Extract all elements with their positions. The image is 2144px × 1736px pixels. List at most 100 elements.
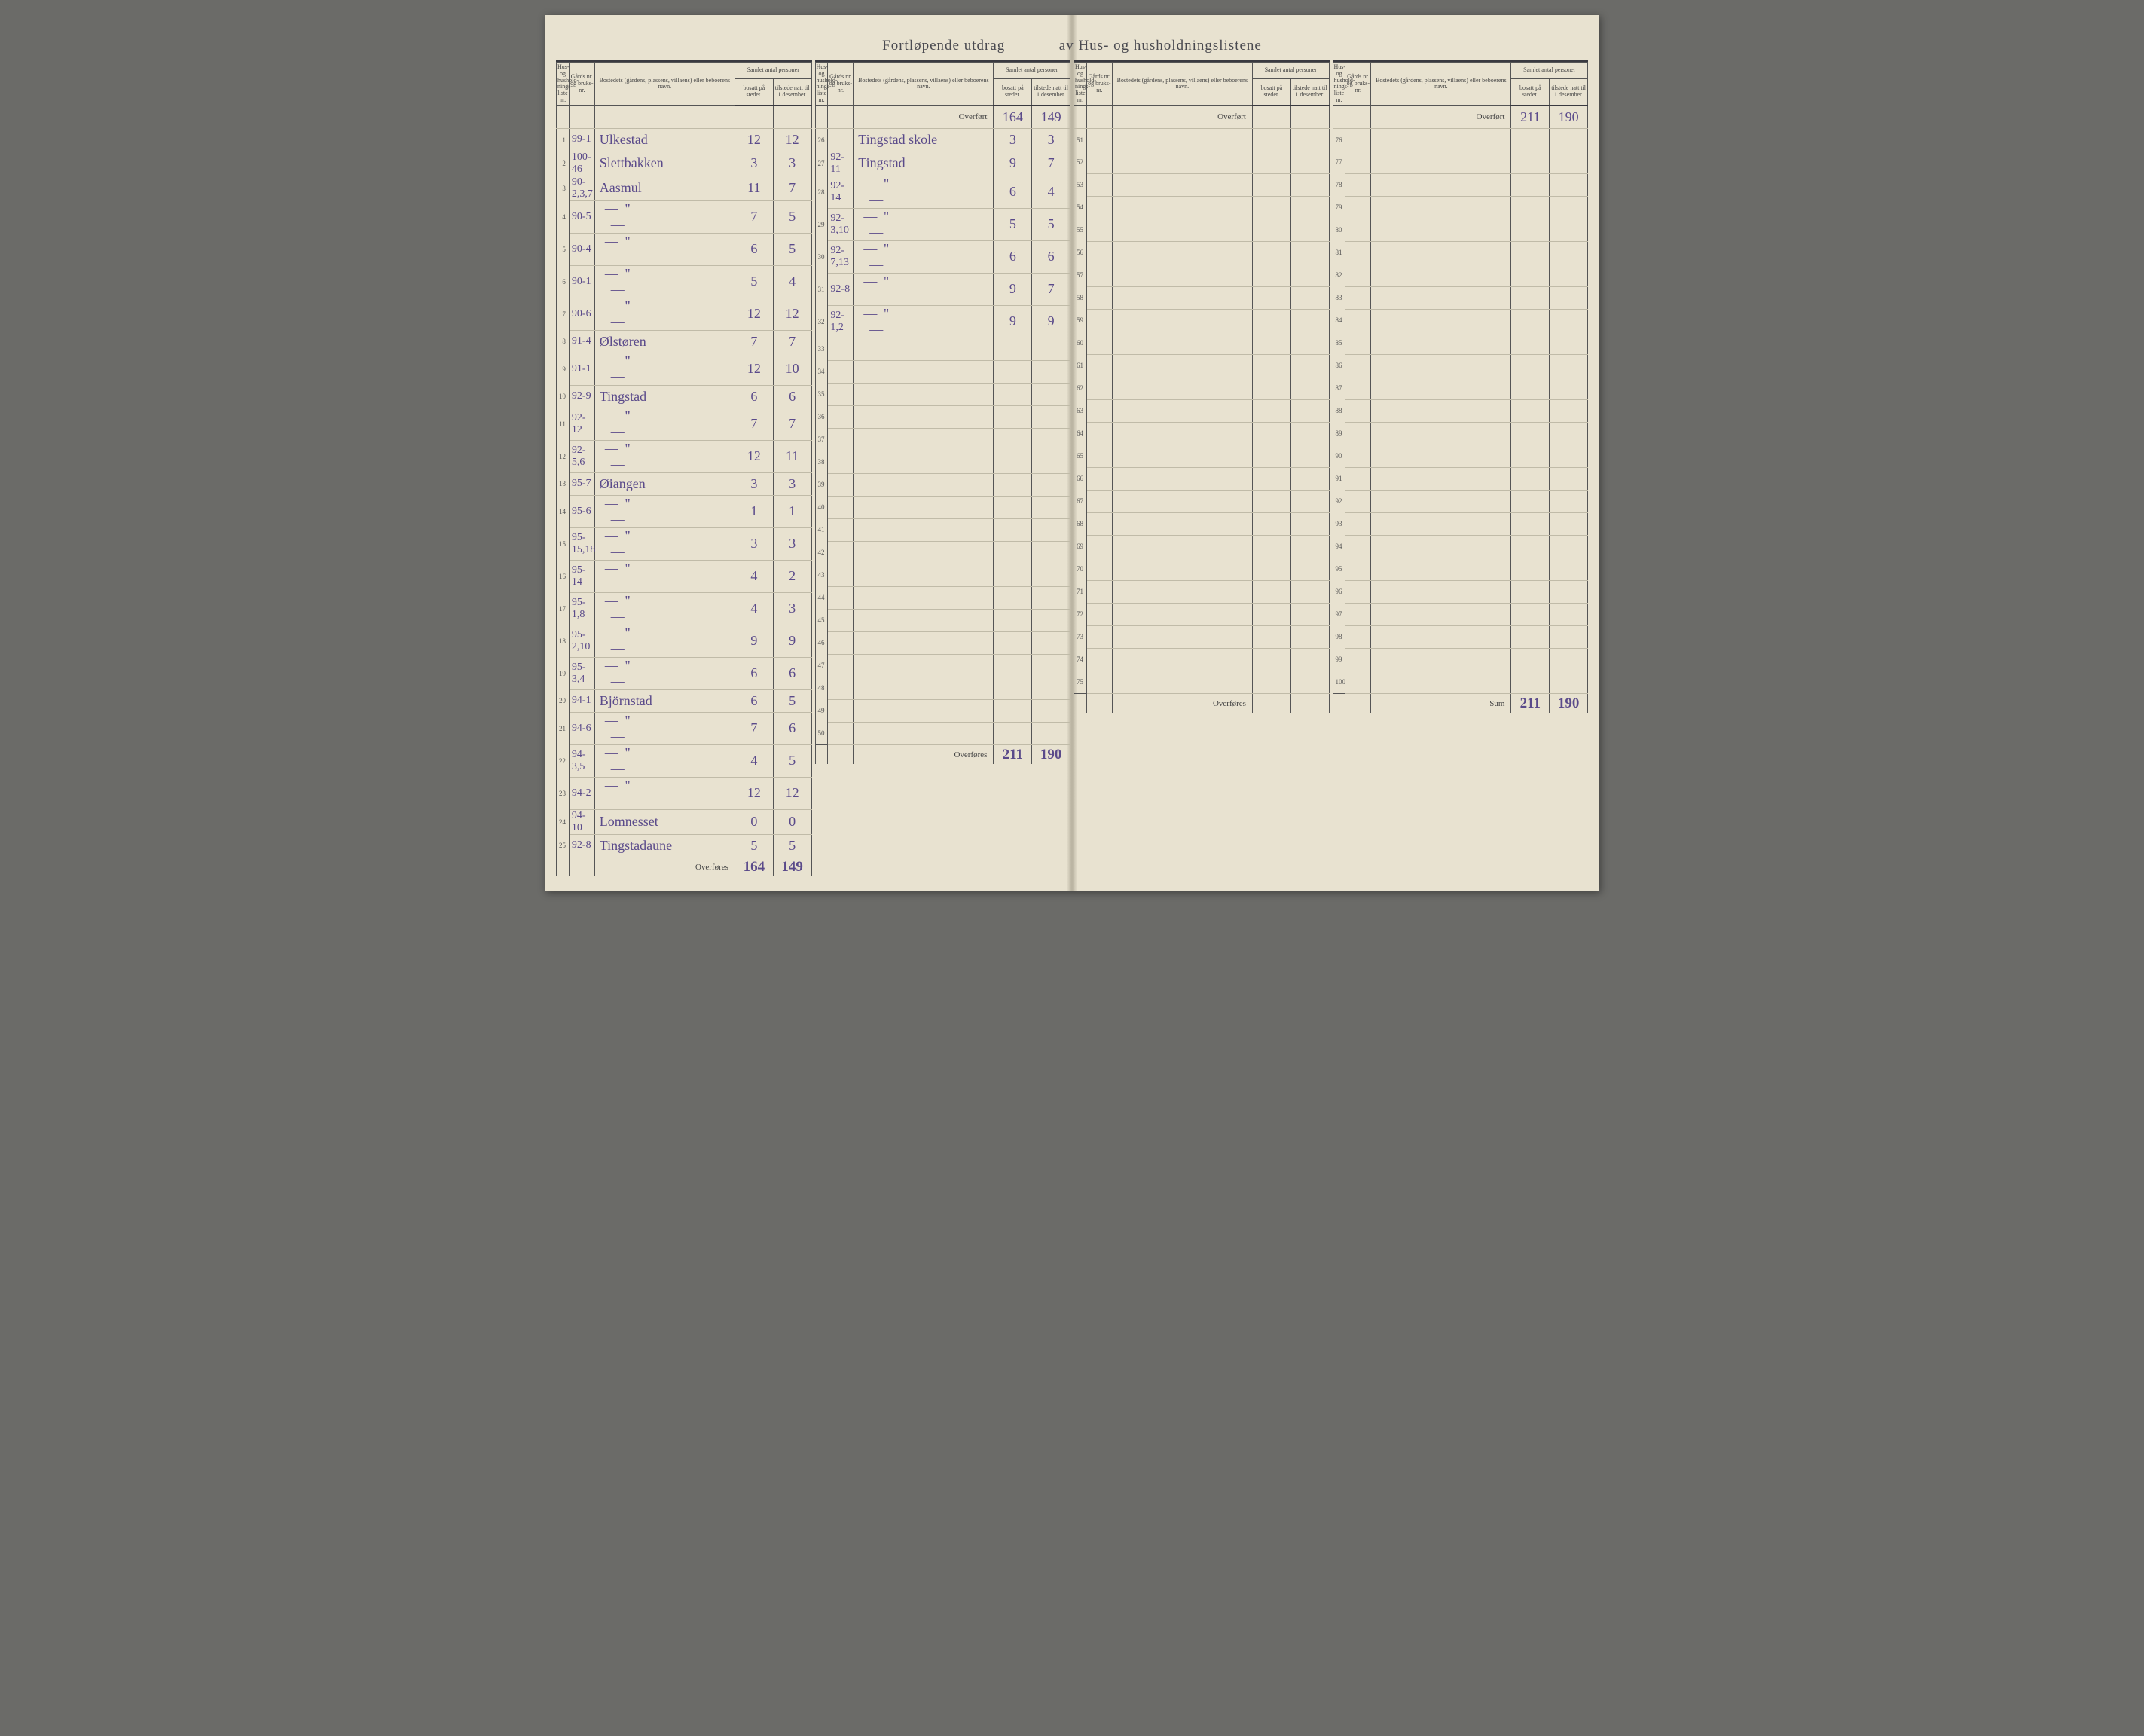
table-row: 3 90-2,3,7 Aasmul 11 7 xyxy=(557,176,812,200)
gard-cell xyxy=(1086,332,1112,354)
tilstede-cell xyxy=(1550,219,1588,241)
table-row: 43 xyxy=(815,564,1070,586)
name-cell xyxy=(854,677,994,699)
row-number: 12 xyxy=(557,440,570,472)
bosatt-cell xyxy=(1511,309,1550,332)
name-cell: — " — xyxy=(594,265,735,298)
ledger-columns: Hus- og hushold-nings-liste nr. Gårds nr… xyxy=(556,60,1588,876)
name-cell xyxy=(854,473,994,496)
gard-cell xyxy=(1086,558,1112,580)
bosatt-cell xyxy=(1252,625,1290,648)
row-number: 93 xyxy=(1333,512,1345,535)
ledger-page: Fortløpende utdrag av Hus- og husholdnin… xyxy=(545,15,1599,891)
name-cell: — " — xyxy=(594,233,735,265)
bosatt-cell xyxy=(1511,603,1550,625)
row-number: 95 xyxy=(1333,558,1345,580)
row-number: 84 xyxy=(1333,309,1345,332)
table-row: 28 92-14 — " — 6 4 xyxy=(815,176,1070,208)
gard-cell xyxy=(828,428,854,451)
bosatt-cell xyxy=(1252,535,1290,558)
tilstede-cell: 4 xyxy=(773,265,811,298)
table-row: 19 95-3,4 — " — 6 6 xyxy=(557,657,812,689)
table-row: 44 xyxy=(815,586,1070,609)
tilstede-cell xyxy=(1550,671,1588,693)
row-number: 59 xyxy=(1074,309,1087,332)
bosatt-cell xyxy=(1252,580,1290,603)
table-row: 79 xyxy=(1333,196,1588,219)
table-row: 93 xyxy=(1333,512,1588,535)
row-number: 78 xyxy=(1333,173,1345,196)
tilstede-cell xyxy=(1290,241,1329,264)
gard-cell: 94-6 xyxy=(569,712,594,744)
row-number: 44 xyxy=(815,586,828,609)
overfort-label: Overført xyxy=(1371,105,1511,128)
gard-cell xyxy=(1345,512,1371,535)
table-row: 70 xyxy=(1074,558,1330,580)
name-cell xyxy=(1112,648,1252,671)
bosatt-cell: 12 xyxy=(735,128,773,151)
table-row: 99 xyxy=(1333,648,1588,671)
row-number: 23 xyxy=(557,777,570,809)
gard-cell xyxy=(1345,625,1371,648)
bosatt-cell xyxy=(994,428,1032,451)
table-row: 89 xyxy=(1333,422,1588,445)
row-number: 32 xyxy=(815,305,828,338)
hdr-tilstede: tilstede natt til 1 desember. xyxy=(1290,78,1329,105)
hdr-gard: Gårds nr. og bruks-nr. xyxy=(828,63,854,106)
gard-cell xyxy=(1345,558,1371,580)
table-row: 42 xyxy=(815,541,1070,564)
row-number: 15 xyxy=(557,527,570,560)
bosatt-cell: 3 xyxy=(735,472,773,495)
name-cell: Tingstad xyxy=(594,385,735,408)
tilstede-cell: 12 xyxy=(773,128,811,151)
tilstede-cell xyxy=(1290,490,1329,512)
bosatt-cell xyxy=(1252,128,1290,151)
tilstede-cell: 1 xyxy=(773,495,811,527)
name-cell: — " — xyxy=(594,298,735,330)
row-number: 69 xyxy=(1074,535,1087,558)
tilstede-cell xyxy=(1290,467,1329,490)
gard-cell xyxy=(828,631,854,654)
col-1: Hus- og hushold-nings-liste nr. Gårds nr… xyxy=(556,60,812,876)
table-row: 31 92-8 — " — 9 7 xyxy=(815,273,1070,305)
bosatt-cell xyxy=(1511,422,1550,445)
row-number: 6 xyxy=(557,265,570,298)
row-number: 58 xyxy=(1074,286,1087,309)
tilstede-cell xyxy=(1290,354,1329,377)
bosatt-cell: 5 xyxy=(735,265,773,298)
table-row: 66 xyxy=(1074,467,1330,490)
bosatt-cell: 7 xyxy=(735,200,773,233)
row-number: 65 xyxy=(1074,445,1087,467)
bosatt-cell: 3 xyxy=(735,151,773,176)
table-row: 48 xyxy=(815,677,1070,699)
table-row: 61 xyxy=(1074,354,1330,377)
tilstede-cell xyxy=(1290,648,1329,671)
table-row: 97 xyxy=(1333,603,1588,625)
tilstede-cell xyxy=(1032,699,1070,722)
row-number: 90 xyxy=(1333,445,1345,467)
row-number: 43 xyxy=(815,564,828,586)
row-number: 5 xyxy=(557,233,570,265)
gard-cell xyxy=(1345,196,1371,219)
tilstede-cell: 5 xyxy=(773,689,811,712)
bosatt-cell xyxy=(1511,558,1550,580)
tilstede-cell xyxy=(1290,286,1329,309)
row-number: 100 xyxy=(1333,671,1345,693)
tilstede-cell: 7 xyxy=(1032,151,1070,176)
tilstede-cell xyxy=(1550,286,1588,309)
gard-cell xyxy=(828,518,854,541)
bosatt-cell xyxy=(1511,219,1550,241)
bosatt-cell xyxy=(994,654,1032,677)
bosatt-cell: 7 xyxy=(735,712,773,744)
table-row: 27 92-11 Tingstad 9 7 xyxy=(815,151,1070,176)
tilstede-cell xyxy=(1032,383,1070,405)
table-row: 17 95-1,8 — " — 4 3 xyxy=(557,592,812,625)
bosatt-cell xyxy=(994,609,1032,631)
bosatt-cell xyxy=(1511,580,1550,603)
hdr-samlet: Samlet antal personer xyxy=(1252,63,1329,79)
hdr-tilstede: tilstede natt til 1 desember. xyxy=(1032,78,1070,105)
gard-cell xyxy=(828,128,854,151)
name-cell: — " — xyxy=(854,240,994,273)
tilstede-cell xyxy=(1032,722,1070,744)
overfort-row: Overført xyxy=(1074,105,1330,128)
